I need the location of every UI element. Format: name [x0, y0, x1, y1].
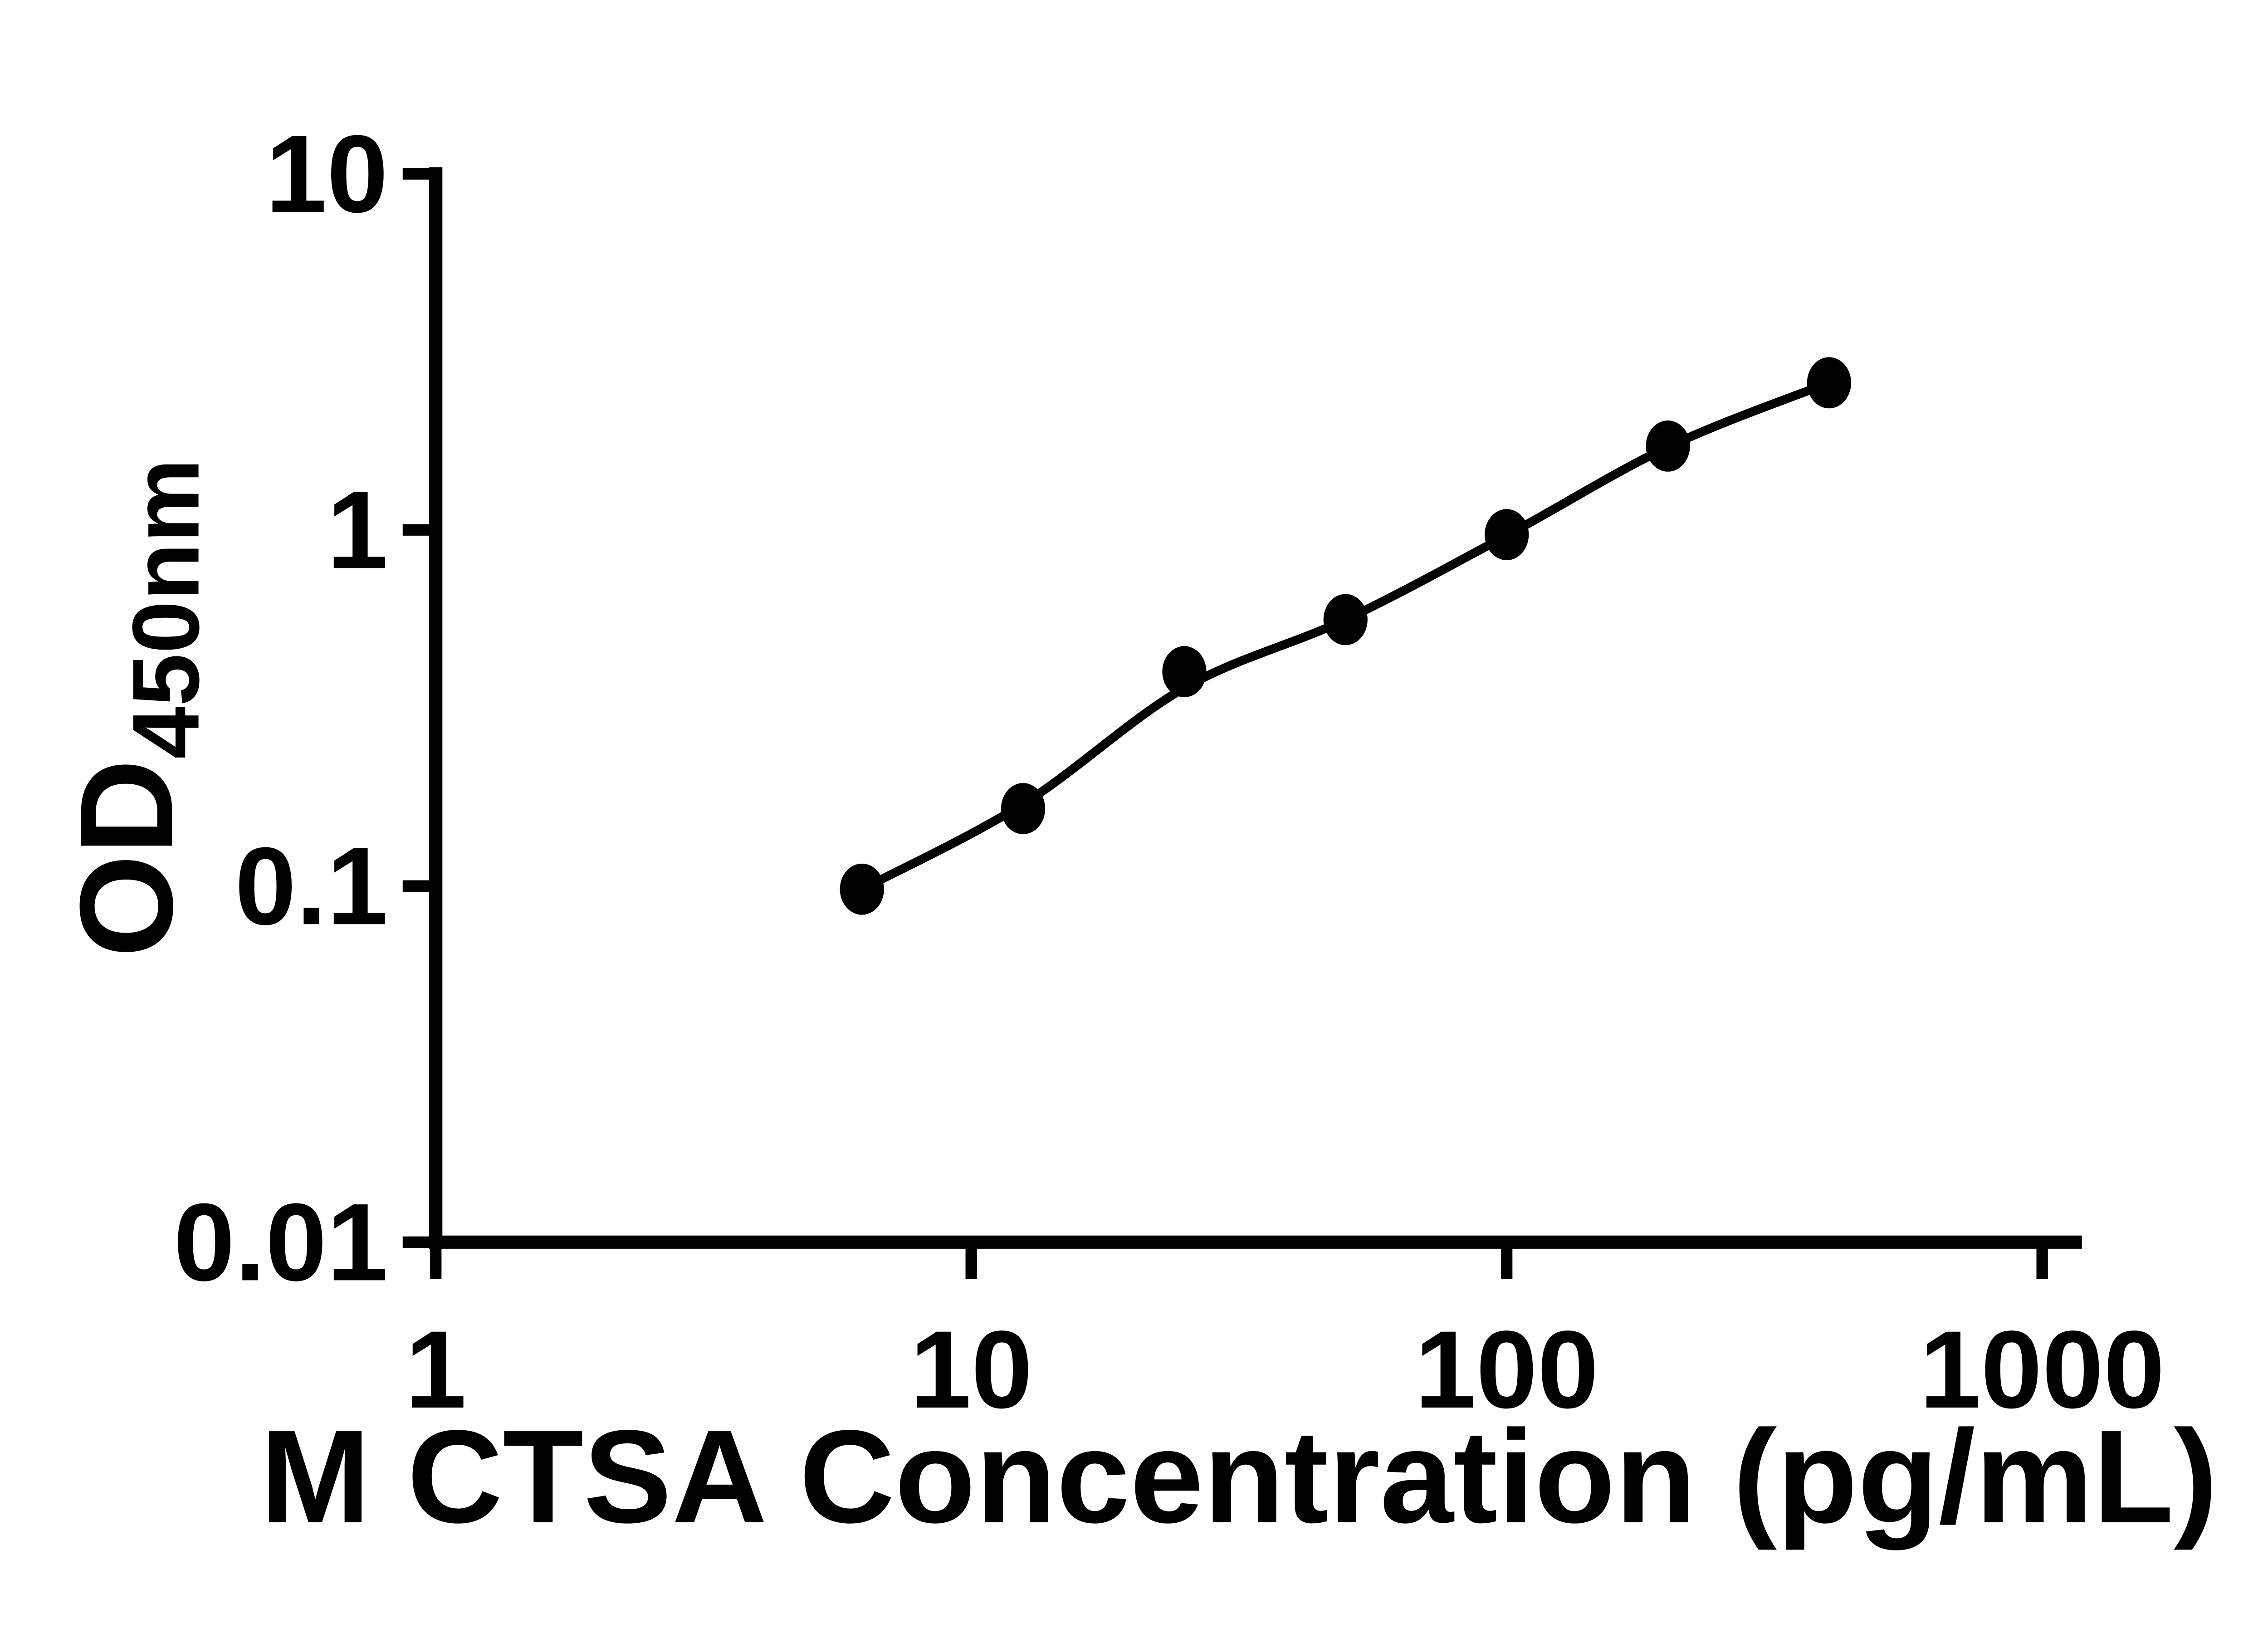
data-point [1323, 594, 1368, 645]
x-tick-label: 100 [1415, 1308, 1599, 1431]
x-axis-title: M CTSA Concentration (pg/mL) [260, 1403, 2218, 1551]
y-tick-label: 10 [265, 112, 388, 235]
data-point [1646, 420, 1690, 472]
data-point [1162, 646, 1207, 698]
x-tick-label: 1 [405, 1308, 466, 1431]
y-axis-title: OD450nm [52, 459, 219, 958]
data-point [1485, 509, 1529, 561]
y-axis-title-subscript: 450nm [113, 459, 219, 759]
y-tick-label: 0.1 [235, 824, 388, 948]
y-tick-label: 1 [327, 468, 388, 592]
data-point [840, 863, 884, 915]
x-tick-label: 10 [910, 1308, 1032, 1431]
data-point [1807, 357, 1851, 409]
data-point [1001, 783, 1046, 834]
y-tick-label: 0.01 [174, 1180, 388, 1304]
x-tick-label: 1000 [1920, 1308, 2165, 1431]
y-axis-title-main: OD [52, 759, 200, 958]
